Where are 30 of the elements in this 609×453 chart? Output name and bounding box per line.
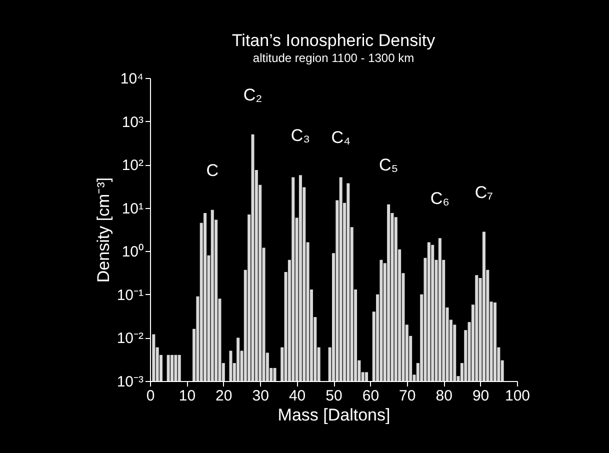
x-tick-label: 60	[362, 388, 380, 404]
y-tick-label: 10³	[122, 114, 144, 131]
annotation: C₅	[378, 155, 398, 174]
y-tick-label: 10⁴	[120, 70, 144, 88]
y-tick-label: 10⁻³	[116, 374, 144, 390]
x-tick-label: 20	[216, 388, 232, 404]
annotation: C₃	[290, 126, 310, 146]
y-tick-label: 10⁻¹	[116, 286, 144, 304]
y-tick-label: 10²	[122, 157, 144, 174]
chart-title: Titan’s Ionospheric Density	[232, 31, 436, 50]
x-tick-label: 10	[178, 388, 196, 404]
x-tick-label: 90	[472, 388, 490, 404]
annotation: C₂	[243, 85, 262, 104]
annotation: C₆	[430, 189, 450, 208]
y-tick-label: 10⁰	[122, 244, 144, 261]
x-tick-label: 100	[504, 388, 530, 404]
chart-subtitle: altitude region 1100 - 1300 km	[252, 51, 414, 65]
y-tick-label: 10⁻²	[116, 330, 144, 348]
x-tick-label: 0	[146, 388, 155, 404]
x-tick-label: 70	[399, 388, 416, 404]
x-tick-label: 30	[252, 388, 269, 404]
annotation: C	[206, 160, 219, 180]
y-axis-title: Density [cm⁻³]	[94, 177, 113, 283]
x-axis-title: Mass [Daltons]	[278, 406, 390, 424]
x-tick-label: 50	[326, 388, 342, 404]
x-tick-label: 40	[288, 388, 306, 404]
x-tick-label: 80	[436, 388, 452, 404]
annotation: C₇	[474, 182, 494, 202]
annotation: C₄	[331, 128, 351, 148]
y-tick-label: 10¹	[122, 200, 144, 218]
